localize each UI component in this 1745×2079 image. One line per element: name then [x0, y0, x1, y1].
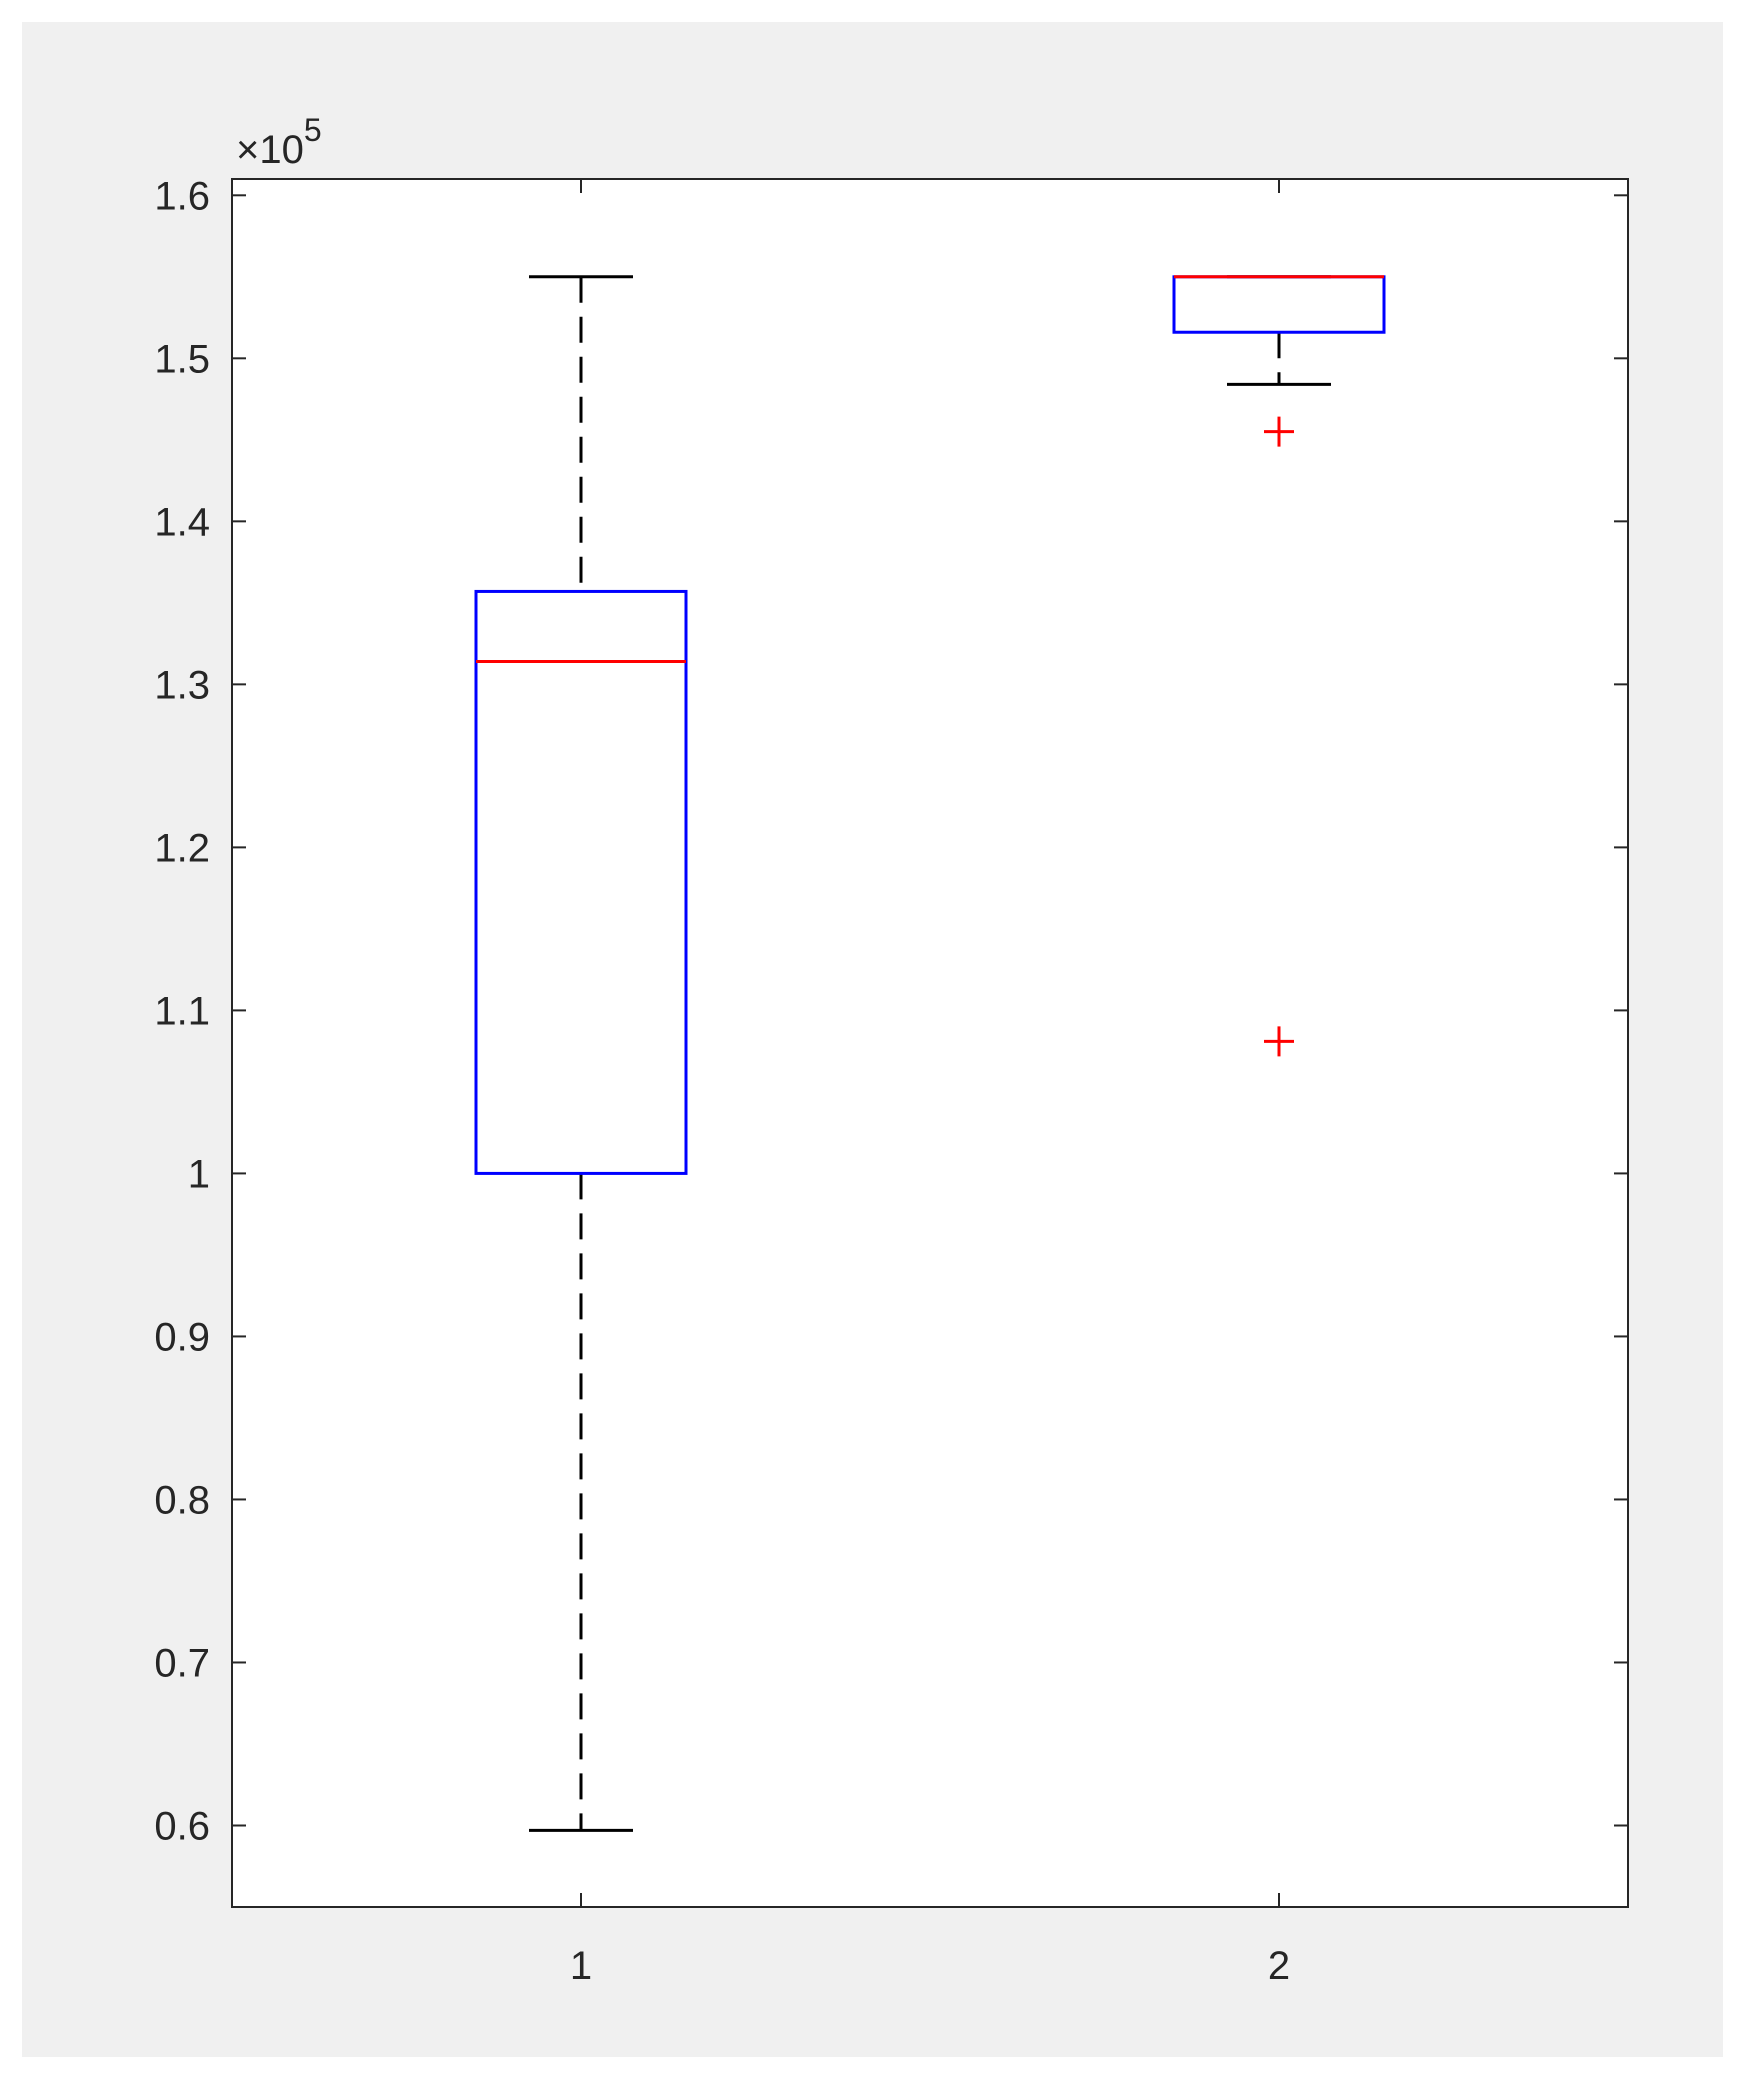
y-tick-label: 0.8	[154, 1478, 210, 1522]
x-tick-label: 2	[1268, 1944, 1290, 1988]
boxes	[474, 275, 1386, 1832]
y-exponent-prefix: ×10	[236, 128, 304, 172]
x-tick-label: 1	[570, 1944, 592, 1988]
y-exponent-power: 5	[304, 112, 322, 148]
y-tick-label: 0.7	[154, 1641, 210, 1685]
y-tick-label: 1.6	[154, 174, 210, 218]
box-iqr	[474, 589, 688, 1175]
y-tick-label: 0.6	[154, 1804, 210, 1848]
y-tick-label: 1.1	[154, 989, 210, 1033]
y-tick-label: 1.3	[154, 663, 210, 707]
outlier-marker	[1264, 1026, 1294, 1057]
y-tick-label: 1.5	[154, 337, 210, 381]
axes-background	[232, 179, 1628, 1907]
axes-frame	[231, 178, 1629, 1908]
y-tick-label: 1	[188, 1152, 210, 1196]
y-tick-label: 1.4	[154, 500, 210, 544]
y-tick-label: 0.9	[154, 1315, 210, 1359]
outlier-marker	[1264, 416, 1294, 447]
y-tick-label: 1.2	[154, 826, 210, 870]
y-axis: 0.6 0.7 0.8 0.9 1 1.1 1.2 1.3 1.4 1.5 1.6	[154, 174, 1628, 1848]
y-exponent-label: ×105	[236, 112, 322, 172]
